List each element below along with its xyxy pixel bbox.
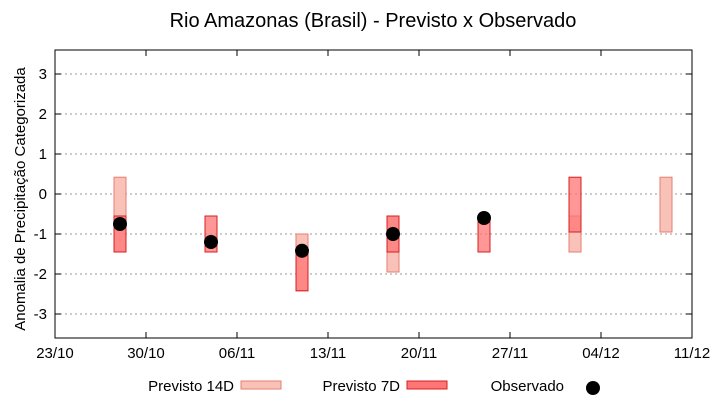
legend-swatch-previsto-14d bbox=[240, 380, 282, 390]
x-tick-label: 30/10 bbox=[127, 345, 165, 362]
point-observado bbox=[477, 211, 491, 225]
y-tick-label: 0 bbox=[39, 186, 47, 203]
legend-label-previsto-14d: Previsto 14D bbox=[148, 378, 234, 395]
x-tick-label: 23/10 bbox=[36, 345, 74, 362]
x-tick-label: 11/12 bbox=[674, 345, 710, 362]
chart-title: Rio Amazonas (Brasil) - Previsto x Obser… bbox=[170, 10, 577, 32]
bar-previsto-7d bbox=[568, 176, 582, 233]
x-tick-label: 04/12 bbox=[582, 345, 620, 362]
legend-swatch-previsto-7d bbox=[406, 380, 448, 390]
data-marks bbox=[113, 176, 673, 292]
y-tick-label: -2 bbox=[34, 266, 47, 283]
point-observado bbox=[204, 235, 218, 249]
x-tick-label: 20/11 bbox=[401, 345, 437, 362]
bar-previsto-14d bbox=[659, 176, 673, 233]
point-observado bbox=[295, 243, 309, 258]
legend-label-observado: Observado bbox=[491, 378, 564, 395]
point-observado bbox=[386, 227, 400, 241]
bar-previsto-7d bbox=[295, 251, 309, 292]
legend-label-previsto-7d: Previsto 7D bbox=[322, 378, 400, 395]
y-tick-label: 2 bbox=[39, 106, 47, 123]
legend-marker-observado bbox=[586, 381, 600, 395]
x-tick-label: 06/11 bbox=[219, 345, 255, 362]
y-tick-label: -3 bbox=[34, 306, 47, 323]
legend: Previsto 14D Previsto 7D Observado bbox=[148, 378, 600, 395]
x-tick-label: 27/11 bbox=[492, 345, 528, 362]
y-tick-label: 3 bbox=[39, 66, 47, 83]
y-tick-label: 1 bbox=[39, 146, 47, 163]
x-tick-label: 13/11 bbox=[310, 345, 346, 362]
grid-lines bbox=[55, 73, 692, 315]
point-observado bbox=[113, 217, 127, 231]
y-axis-label: Anomalia de Precipitação Categorizada bbox=[12, 67, 29, 331]
y-tick-label: -1 bbox=[34, 226, 47, 243]
axis-ticks: -3 -2 -1 0 1 2 3 23/10 30/10 06/11 13/11 20/11 27/11… bbox=[34, 50, 710, 362]
